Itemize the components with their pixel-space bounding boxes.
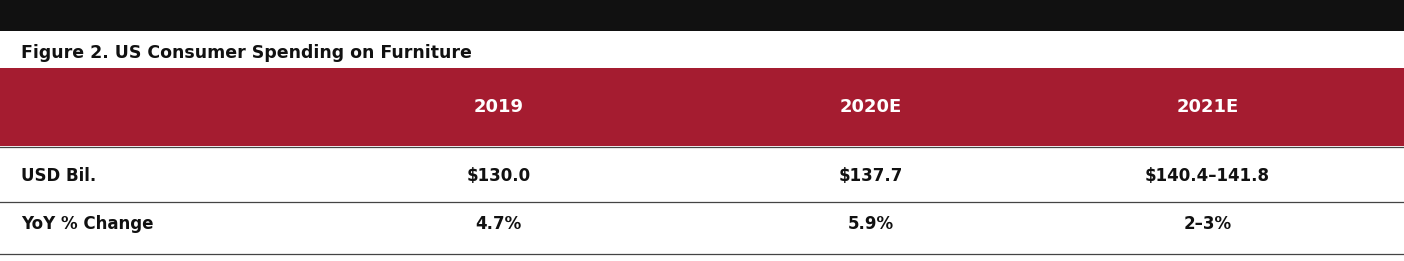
Text: 2019: 2019 (473, 98, 524, 116)
Text: USD Bil.: USD Bil. (21, 167, 97, 185)
Bar (0, 0, 1404, 31)
Text: 2020E: 2020E (840, 98, 901, 116)
Bar (0, 68, 1404, 146)
Text: 4.7%: 4.7% (476, 216, 521, 233)
Text: Figure 2. US Consumer Spending on Furniture: Figure 2. US Consumer Spending on Furnit… (21, 44, 472, 62)
Text: $130.0: $130.0 (466, 167, 531, 185)
Text: 2021E: 2021E (1177, 98, 1238, 116)
Text: 2–3%: 2–3% (1184, 216, 1231, 233)
Text: $137.7: $137.7 (838, 167, 903, 185)
Text: 5.9%: 5.9% (848, 216, 893, 233)
Text: $140.4–141.8: $140.4–141.8 (1144, 167, 1271, 185)
Text: YoY % Change: YoY % Change (21, 216, 153, 233)
